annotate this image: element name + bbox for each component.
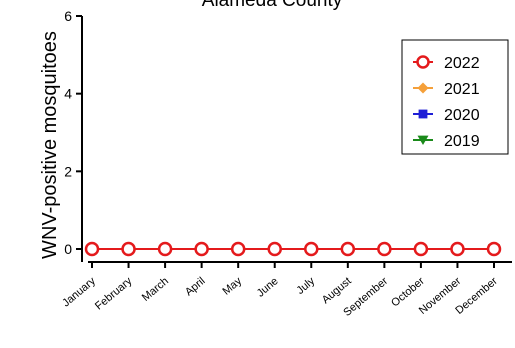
legend-item-2021: 2021	[413, 81, 480, 98]
x-tick-label-february: February	[93, 275, 135, 313]
point-2022-may	[230, 241, 246, 257]
x-tick-label-june: June	[255, 275, 281, 300]
point-2022-march	[157, 241, 173, 257]
point-2022-april	[194, 241, 209, 257]
x-tick-label-may: May	[220, 275, 244, 298]
legend-marker-2019	[417, 135, 429, 145]
legend-item-2020: 2020	[413, 107, 480, 124]
series-layer	[84, 241, 502, 257]
legend-item-2022: 2022	[413, 55, 480, 72]
point-2022-october	[413, 241, 429, 257]
series-2022	[84, 241, 502, 257]
y-tick-label: 6	[64, 8, 72, 24]
y-tick-label: 2	[64, 163, 72, 179]
legend-label-2019: 2019	[444, 133, 480, 150]
point-2022-december	[486, 241, 502, 257]
point-2022-august	[340, 241, 356, 257]
legend-label-2022: 2022	[444, 55, 480, 72]
point-2022-november	[450, 241, 465, 257]
point-2022-june	[267, 241, 282, 257]
legend-item-2019: 2019	[413, 133, 480, 150]
point-2022-september	[377, 241, 392, 257]
point-2022-july	[304, 241, 319, 257]
y-tick-label: 4	[64, 86, 72, 102]
x-tick-label-april: April	[183, 275, 208, 298]
chart-title: Alameda County	[202, 0, 343, 11]
legend-marker-2021	[417, 82, 429, 94]
x-tick-label-march: March	[140, 275, 171, 304]
y-axis-label: WNV-positive mosquitoes	[39, 31, 61, 259]
point-2022-february	[121, 241, 136, 257]
x-tick-label-august: August	[320, 275, 354, 306]
x-tick-label-july: July	[295, 275, 318, 297]
point-2022-january	[84, 241, 100, 257]
legend-marker-2020	[418, 109, 428, 119]
y-tick-label: 0	[64, 241, 72, 257]
legend-label-2021: 2021	[444, 81, 480, 98]
legend-marker-2022	[416, 55, 430, 69]
legend: 2022 2021 2020 2019	[401, 39, 509, 155]
legend-label-2020: 2020	[444, 107, 480, 124]
